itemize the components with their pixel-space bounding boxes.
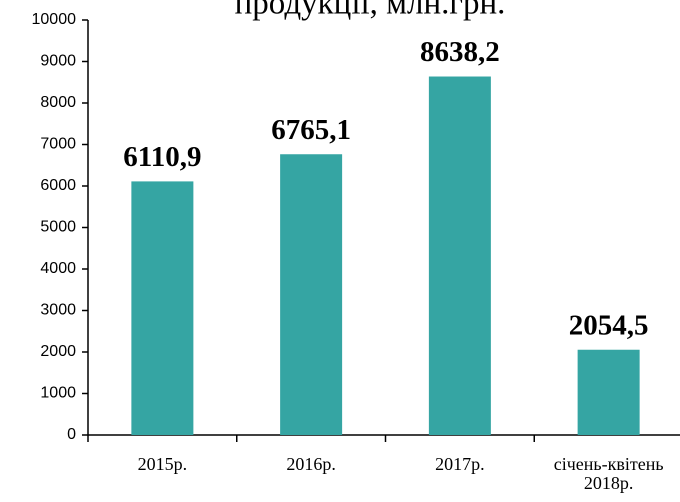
y-tick-label: 6000 [40,177,76,194]
bar [577,349,640,435]
value-label: 6765,1 [271,114,351,146]
y-tick-label: 9000 [40,53,76,70]
y-tick-label: 1000 [40,385,76,402]
y-tick-label: 2000 [40,343,76,360]
y-tick-label: 0 [67,426,76,443]
y-tick-label: 7000 [40,136,76,153]
x-tick-label: січень-квітень 2018р. [553,454,664,493]
y-tick-label: 5000 [40,219,76,236]
value-label: 6110,9 [123,141,201,173]
x-tick-label: 2017р. [435,454,485,474]
y-tick-label: 10000 [32,11,77,28]
y-tick-label: 3000 [40,302,76,319]
bar [280,154,343,435]
bar [428,76,491,435]
value-label: 2054,5 [569,309,649,341]
value-label: 8638,2 [420,36,500,68]
x-tick-label: 2015р. [137,454,188,474]
bar [131,181,194,435]
y-tick-label: 8000 [40,94,76,111]
y-tick-label: 4000 [40,260,76,277]
x-tick-label: 2016р. [286,454,336,474]
chart-title: продукції, млн.грн. [235,0,506,22]
